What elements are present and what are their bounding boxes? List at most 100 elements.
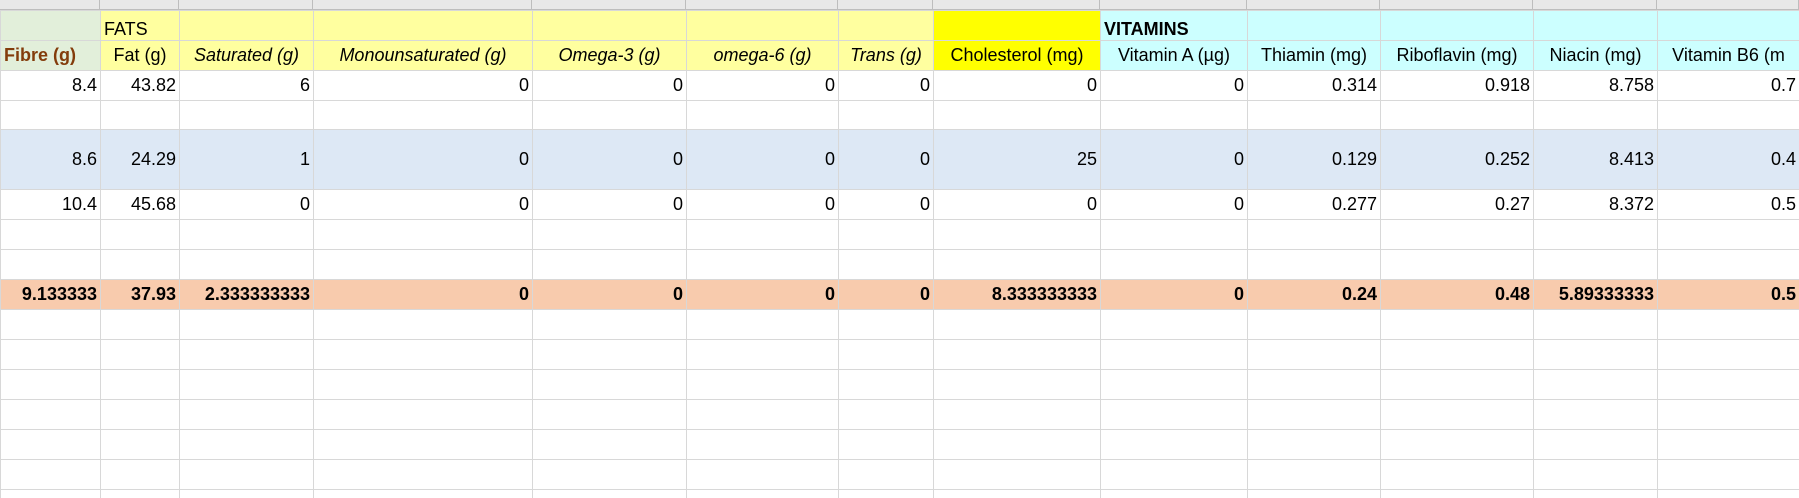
cell xyxy=(100,249,180,280)
cell: 0 xyxy=(1100,70,1248,101)
cell: Fat (g) xyxy=(100,40,180,71)
cell: 0.5 xyxy=(1657,189,1799,220)
cell xyxy=(1247,399,1381,430)
cell: 8.6 xyxy=(0,129,101,190)
column-divider xyxy=(1099,0,1100,9)
cell xyxy=(532,459,687,490)
cell xyxy=(100,339,180,370)
cell xyxy=(179,399,314,430)
cell: 10.4 xyxy=(0,189,101,220)
cell xyxy=(100,100,180,130)
cell xyxy=(686,100,839,130)
cell xyxy=(838,369,934,400)
cell xyxy=(313,10,533,41)
cell xyxy=(838,219,934,250)
cell xyxy=(532,249,687,280)
cell xyxy=(532,339,687,370)
column-divider xyxy=(178,0,179,9)
cell xyxy=(0,489,101,498)
cell: Vitamin B6 (m xyxy=(1657,40,1799,71)
cell xyxy=(1657,219,1799,250)
cell: 0 xyxy=(838,189,934,220)
cell xyxy=(1657,309,1799,340)
cell: 0 xyxy=(686,129,839,190)
cell xyxy=(933,309,1101,340)
cell xyxy=(100,219,180,250)
cell: 0 xyxy=(532,70,687,101)
cell xyxy=(838,459,934,490)
cell xyxy=(1533,219,1658,250)
cell xyxy=(532,399,687,430)
cell: 0 xyxy=(838,70,934,101)
cell xyxy=(1100,339,1248,370)
cell xyxy=(179,429,314,460)
cell xyxy=(933,369,1101,400)
cell xyxy=(1380,249,1534,280)
empty-row xyxy=(0,369,1799,400)
cell xyxy=(313,489,533,498)
cell xyxy=(100,459,180,490)
cell xyxy=(1657,249,1799,280)
column-header-strip xyxy=(0,0,1799,10)
empty-row xyxy=(0,219,1799,250)
column-divider xyxy=(837,0,838,9)
data-row: 9.133333 37.93 2.333333333 0 0 0 0 8.333333333 0… xyxy=(0,279,1799,310)
cell: 0.48 xyxy=(1380,279,1534,310)
cell xyxy=(933,219,1101,250)
data-row: 8.4 43.82 6 0 0 0 0 0 0 0.314 0.918 8.758 0.7 xyxy=(0,70,1799,101)
cell: omega-6 (g) xyxy=(686,40,839,71)
cell xyxy=(933,399,1101,430)
cell: 0.277 xyxy=(1247,189,1381,220)
cell xyxy=(933,429,1101,460)
cell xyxy=(838,399,934,430)
cell: 8.413 xyxy=(1533,129,1658,190)
cell xyxy=(686,369,839,400)
cell xyxy=(179,489,314,498)
cell: 0.5 xyxy=(1657,279,1799,310)
cell xyxy=(1247,219,1381,250)
cell xyxy=(0,309,101,340)
spreadsheet: FATS VITAMINS Fibre (g) Fat (g) Saturated (g… xyxy=(0,10,1799,498)
cell: 0 xyxy=(838,129,934,190)
cell xyxy=(1657,429,1799,460)
cell xyxy=(686,399,839,430)
data-row: 10.4 45.68 0 0 0 0 0 0 0 0.277 0.27 8.372 0.5 xyxy=(0,189,1799,220)
cell xyxy=(100,429,180,460)
column-divider xyxy=(1246,0,1247,9)
cell xyxy=(179,339,314,370)
cell xyxy=(0,100,101,130)
cell xyxy=(1380,489,1534,498)
cell xyxy=(1533,369,1658,400)
cell xyxy=(179,459,314,490)
cell xyxy=(1100,309,1248,340)
cell: 0.24 xyxy=(1247,279,1381,310)
column-divider xyxy=(685,0,686,9)
cell: 9.133333 xyxy=(0,279,101,310)
cell: 0 xyxy=(313,70,533,101)
cell xyxy=(1100,489,1248,498)
cell: 0 xyxy=(1100,129,1248,190)
cell xyxy=(686,429,839,460)
cell xyxy=(686,489,839,498)
cell xyxy=(1380,399,1534,430)
cell: Vitamin A (µg) xyxy=(1100,40,1248,71)
cell xyxy=(1247,429,1381,460)
cell: 6 xyxy=(179,70,314,101)
empty-row xyxy=(0,459,1799,490)
cell: 0 xyxy=(313,189,533,220)
group-row: FATS VITAMINS xyxy=(0,10,1799,41)
cell: VITAMINS xyxy=(1100,10,1248,41)
cell xyxy=(0,369,101,400)
cell xyxy=(1533,309,1658,340)
cell: Monounsaturated (g) xyxy=(313,40,533,71)
cell: 0 xyxy=(686,189,839,220)
cell: Riboflavin (mg) xyxy=(1380,40,1534,71)
cell xyxy=(100,399,180,430)
cell xyxy=(933,100,1101,130)
cell xyxy=(1657,399,1799,430)
cell xyxy=(100,369,180,400)
cell xyxy=(838,100,934,130)
cell xyxy=(1247,489,1381,498)
cell xyxy=(0,429,101,460)
cell: 0 xyxy=(933,189,1101,220)
